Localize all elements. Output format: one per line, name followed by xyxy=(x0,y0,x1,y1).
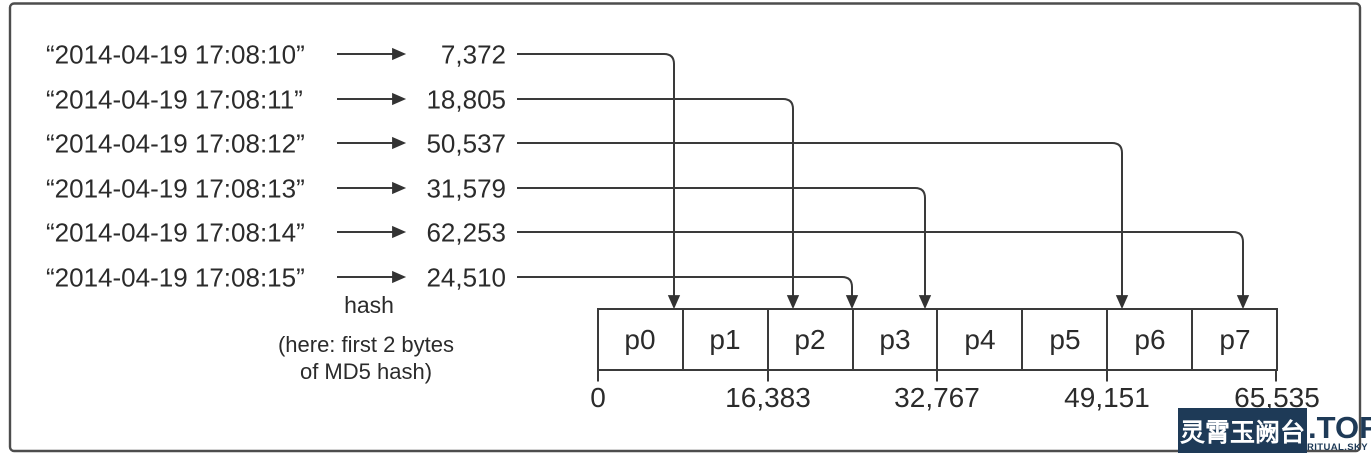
watermark-tagline: SPIRITUAL.SKY xyxy=(1290,442,1368,453)
key-row-3: “2014-04-19 17:08:13” 31,579 xyxy=(46,174,932,310)
axis-tick-label: 0 xyxy=(590,382,606,413)
record-key-label: “2014-04-19 17:08:15” xyxy=(46,263,305,293)
partition-label: p6 xyxy=(1134,324,1165,355)
partition-connector-arrow xyxy=(517,53,681,310)
hash-value-label: 24,510 xyxy=(426,263,506,293)
partition-label: p3 xyxy=(879,324,910,355)
hash-value-label: 31,579 xyxy=(426,174,506,204)
hash-value-label: 62,253 xyxy=(426,218,506,248)
hash-function-label: hash xyxy=(344,292,394,318)
hash-range-axis: 0 16,383 32,767 49,151 65,535 xyxy=(590,370,1320,413)
record-key-label: “2014-04-19 17:08:10” xyxy=(46,40,305,70)
key-row-5: “2014-04-19 17:08:15” 24,510 xyxy=(46,263,859,310)
hash-value-label: 50,537 xyxy=(426,129,506,159)
watermark-site-name: 灵霄玉阙台 xyxy=(1180,418,1305,447)
watermark: 灵霄玉阙台 .TOP SPIRITUAL.SKY xyxy=(1178,408,1371,453)
record-key-label: “2014-04-19 17:08:11” xyxy=(46,85,303,115)
record-key-label: “2014-04-19 17:08:13” xyxy=(46,174,305,204)
partition-connector-arrow xyxy=(517,187,932,310)
partition-connector-arrow xyxy=(517,142,1129,310)
partition-label: p4 xyxy=(964,324,995,355)
key-row-4: “2014-04-19 17:08:14” 62,253 xyxy=(46,218,1250,310)
key-row-2: “2014-04-19 17:08:12” 50,537 xyxy=(46,129,1129,310)
partition-connector-arrow xyxy=(517,98,800,310)
axis-tick-label: 16,383 xyxy=(725,382,811,413)
partition-label: p7 xyxy=(1219,324,1250,355)
watermark-tld: .TOP xyxy=(1308,410,1371,445)
key-row-0: “2014-04-19 17:08:10” 7,372 xyxy=(46,40,681,310)
key-row-1: “2014-04-19 17:08:11” 18,805 xyxy=(46,85,800,310)
record-key-label: “2014-04-19 17:08:12” xyxy=(46,129,305,159)
partition-label: p0 xyxy=(624,324,655,355)
partition-connector-arrow xyxy=(517,231,1250,310)
partition-label: p2 xyxy=(794,324,825,355)
hash-function-note-line1: (here: first 2 bytes xyxy=(278,332,454,357)
hash-function-note-line2: of MD5 hash) xyxy=(300,359,432,384)
watermark-background xyxy=(1178,408,1307,453)
axis-tick-label: 65,535 xyxy=(1234,382,1320,413)
partition-connector-arrow xyxy=(517,276,859,310)
partition-row: p0 p1 p2 p3 p4 p5 p6 p7 xyxy=(597,308,1278,371)
axis-tick-label: 49,151 xyxy=(1064,382,1150,413)
axis-tick-label: 32,767 xyxy=(894,382,980,413)
record-key-label: “2014-04-19 17:08:14” xyxy=(46,218,305,248)
hash-value-label: 7,372 xyxy=(441,40,506,70)
partition-label: p1 xyxy=(709,324,740,355)
partition-label: p5 xyxy=(1049,324,1080,355)
hash-value-label: 18,805 xyxy=(426,85,506,115)
